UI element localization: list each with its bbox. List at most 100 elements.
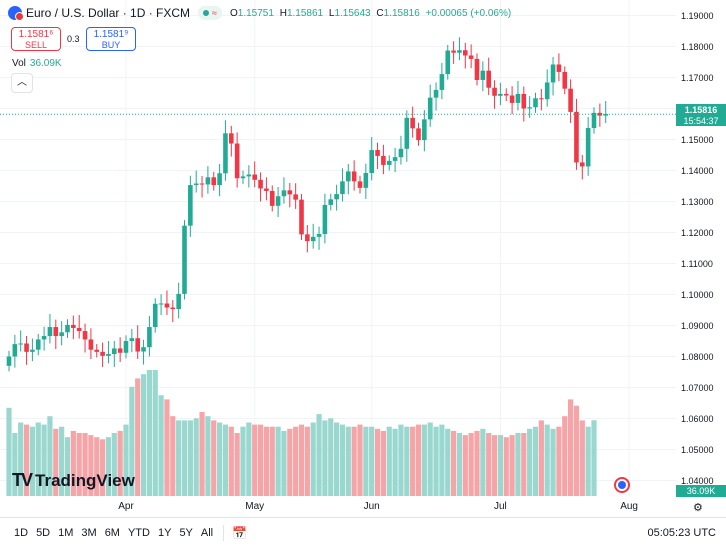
volume-bar — [480, 428, 486, 496]
market-status-pill[interactable]: ≈ — [198, 6, 222, 20]
candle-body — [252, 174, 257, 180]
range-1m[interactable]: 1M — [58, 527, 74, 539]
y-tick-label: 1.07000 — [681, 383, 714, 393]
y-tick-label: 1.13000 — [681, 197, 714, 207]
globe-icon[interactable] — [614, 477, 630, 493]
volume-bar — [88, 435, 94, 496]
x-tick-label: Jul — [494, 501, 507, 512]
buy-button[interactable]: 1.1581⁹ BUY — [86, 27, 136, 51]
candle-body — [463, 50, 468, 56]
range-all[interactable]: All — [200, 527, 214, 539]
chevron-up-icon[interactable]: ︿ — [11, 73, 33, 93]
volume-bar — [181, 420, 188, 496]
volume-bar — [94, 437, 100, 496]
candle-body — [12, 344, 18, 357]
candle-body — [112, 348, 117, 355]
volume-bar — [468, 433, 474, 496]
tradingview-logo[interactable]: TV TradingView — [12, 470, 135, 491]
volume-bar — [53, 428, 59, 496]
candle-body — [486, 70, 491, 88]
candle-body — [82, 331, 88, 340]
candle-body — [457, 50, 462, 53]
y-tick-label: 1.19000 — [681, 11, 714, 21]
candle-body — [480, 70, 486, 80]
candle-body — [328, 199, 334, 205]
candle-body — [6, 356, 12, 366]
candle-body — [246, 174, 252, 177]
volume-bar — [310, 422, 316, 496]
candle-body — [346, 171, 351, 182]
volume-bar — [509, 435, 515, 496]
candle-body — [527, 107, 532, 109]
volume-bar — [111, 433, 117, 496]
range-3m[interactable]: 3M — [81, 527, 97, 539]
y-tick-label: 1.05000 — [681, 445, 714, 455]
volume-bar — [252, 424, 258, 496]
volume-bar — [129, 386, 135, 496]
settings-icon[interactable]: ⚙ — [693, 502, 703, 514]
volume-bar — [532, 426, 539, 496]
volume-bar — [18, 422, 24, 496]
candlestick-chart[interactable]: Apr May Jun Jul Aug — [0, 0, 676, 516]
volume-bar — [433, 426, 439, 496]
candle-body — [410, 117, 415, 129]
candle-body — [71, 324, 76, 328]
utc-clock[interactable]: 05:05:23 UTC — [647, 527, 716, 539]
volume-bar — [275, 426, 281, 496]
volume-bar — [497, 435, 503, 496]
range-5y[interactable]: 5Y — [179, 527, 193, 539]
y-tick-label: 1.10000 — [681, 290, 714, 300]
candle-body — [217, 173, 222, 186]
volume-legend[interactable]: Vol 36.09K — [12, 58, 62, 69]
candle-body — [141, 347, 146, 352]
candle-body — [562, 71, 568, 89]
change-value: +0.00065 (+0.06%) — [425, 7, 512, 19]
candle-body — [170, 307, 176, 310]
candle-body — [258, 179, 263, 189]
x-tick-label: Apr — [118, 501, 134, 512]
range-6m[interactable]: 6M — [104, 527, 120, 539]
volume-bar — [456, 433, 463, 496]
candle-body — [164, 303, 170, 308]
volume-bar — [579, 420, 585, 496]
volume-bar — [263, 426, 269, 496]
volume-bar — [357, 424, 363, 496]
candle-body — [234, 143, 240, 179]
price-axis[interactable]: 1.04000 1.05000 1.06000 1.07000 1.08000 1.090… — [676, 0, 726, 496]
candle-body — [281, 190, 287, 197]
y-tick-label: 1.11000 — [681, 259, 713, 269]
bottom-toolbar: 1D 5D 1M 3M 6M YTD 1Y 5Y All 📅 05:05:23 … — [0, 517, 726, 548]
volume-bar — [117, 430, 123, 496]
candle-body — [369, 150, 374, 173]
volume-bar — [64, 437, 71, 496]
volume-bar — [123, 424, 129, 496]
last-price-label: 1.15816 15:54:37 — [676, 104, 726, 127]
volume-bar — [527, 428, 533, 496]
range-1y[interactable]: 1Y — [157, 527, 172, 539]
candle-body — [509, 95, 515, 103]
data-delay-icon: ≈ — [212, 8, 217, 18]
range-5d[interactable]: 5D — [36, 527, 51, 539]
high-value: 1.15861 — [286, 7, 324, 19]
range-ytd[interactable]: YTD — [127, 527, 150, 539]
candle-body — [88, 339, 94, 350]
volume-bar — [386, 426, 392, 496]
symbol-title[interactable]: Euro / U.S. Dollar · 1D · FXCM — [26, 6, 191, 20]
sell-button[interactable]: 1.1581⁶ SELL — [11, 27, 61, 51]
volume-bar — [293, 426, 299, 496]
candle-body — [375, 150, 380, 156]
volume-bar — [234, 433, 240, 496]
candle-body — [351, 171, 357, 182]
volume-bar — [140, 374, 147, 496]
volume-bar — [287, 428, 293, 496]
volume-bar — [415, 424, 422, 496]
range-1d[interactable]: 1D — [14, 527, 29, 539]
chart-area[interactable]: Apr May Jun Jul Aug — [0, 0, 676, 512]
y-tick-label: 1.06000 — [681, 414, 714, 424]
price-scale[interactable]: 1.04000 1.05000 1.06000 1.07000 1.08000 1.090… — [676, 0, 726, 496]
volume-bar — [187, 420, 193, 496]
volume-bar — [70, 430, 76, 496]
volume-bar — [556, 426, 562, 496]
calendar-icon[interactable]: 📅 — [232, 526, 248, 540]
candle-body — [492, 87, 497, 96]
